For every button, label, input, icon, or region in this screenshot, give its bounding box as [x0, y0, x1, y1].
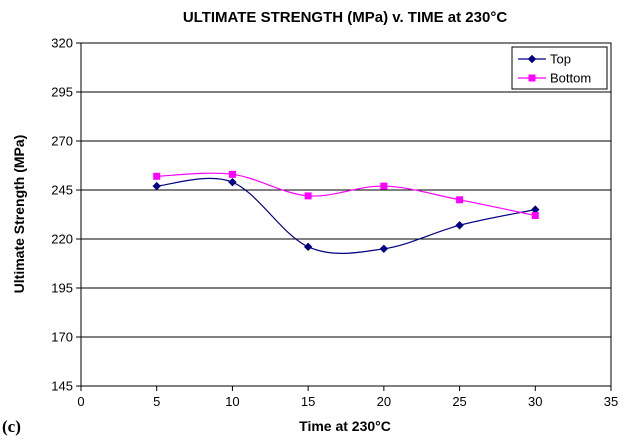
x-tick-label: 10 [225, 394, 239, 409]
panel-label: (c) [2, 417, 21, 436]
data-point-bottom [531, 211, 539, 219]
data-point-bottom [380, 182, 388, 190]
legend-label-bottom: Bottom [550, 71, 591, 86]
data-point-top [379, 244, 389, 254]
y-tick-label: 320 [51, 36, 73, 51]
legend: Top Bottom [511, 46, 608, 90]
data-point-top [228, 177, 237, 187]
y-tick-label: 170 [51, 330, 73, 345]
x-tick-label: 20 [377, 394, 391, 409]
legend-marker-bottom [528, 74, 536, 82]
y-tick-label: 220 [51, 232, 73, 247]
x-axis-ticks: 0 5 10 15 20 25 30 35 [77, 386, 618, 409]
y-axis-ticks: 145 170 195 220 245 270 295 320 [51, 36, 81, 394]
series-layer [152, 170, 540, 255]
data-point-bottom [153, 172, 161, 180]
data-point-top [152, 181, 161, 191]
gridlines [81, 91, 611, 338]
legend-box [511, 46, 608, 90]
y-tick-label: 295 [51, 85, 73, 100]
x-tick-label: 25 [452, 394, 466, 409]
y-axis-label: Ultimate Strength (MPa) [11, 135, 27, 294]
data-point-top [303, 242, 313, 252]
x-tick-label: 15 [301, 394, 315, 409]
x-tick-label: 30 [528, 394, 542, 409]
data-point-top [455, 221, 464, 230]
x-tick-label: 5 [153, 394, 160, 409]
data-point-bottom [228, 170, 236, 178]
x-tick-label: 0 [77, 394, 84, 409]
data-point-bottom [304, 192, 312, 200]
y-tick-label: 245 [51, 183, 73, 198]
x-axis-label: Time at 230°C [299, 418, 391, 434]
legend-label-top: Top [550, 52, 571, 67]
series-line-top [156, 177, 536, 255]
data-point-bottom [456, 196, 464, 204]
y-tick-label: 195 [51, 281, 73, 296]
series-line-bottom [156, 172, 536, 217]
plot-area [80, 42, 612, 387]
y-tick-label: 145 [51, 379, 73, 394]
legend-marker-top [527, 54, 537, 64]
chart-title: ULTIMATE STRENGTH (MPa) v. TIME at 230°C [183, 9, 508, 26]
x-tick-label: 35 [604, 394, 618, 409]
y-tick-label: 270 [51, 134, 73, 149]
